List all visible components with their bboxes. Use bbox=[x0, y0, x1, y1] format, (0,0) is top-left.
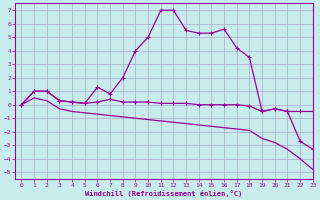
X-axis label: Windchill (Refroidissement éolien,°C): Windchill (Refroidissement éolien,°C) bbox=[85, 190, 243, 197]
